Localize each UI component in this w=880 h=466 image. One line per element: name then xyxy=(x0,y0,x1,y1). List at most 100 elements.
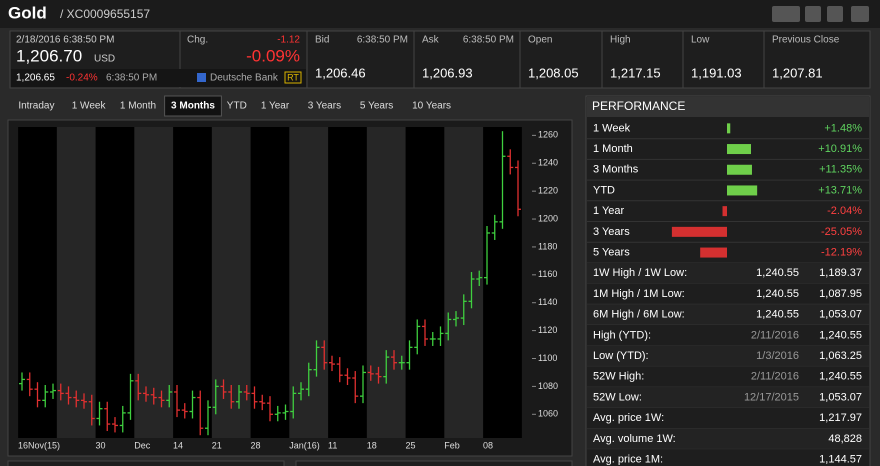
performance-header xyxy=(587,97,869,117)
tab[interactable]: 1 Year xyxy=(261,101,290,112)
y-tick-label: 1200 xyxy=(538,213,558,223)
week-band xyxy=(134,127,174,438)
stats-value: 1,240.55 xyxy=(819,371,862,383)
stats-row xyxy=(587,262,869,284)
performance-value: +11.35% xyxy=(819,164,862,176)
y-tick-label: 1080 xyxy=(538,381,558,391)
tab-active[interactable] xyxy=(164,95,222,117)
stats-label: High (YTD): xyxy=(593,329,651,341)
quote-time: 2/18/2016 6:38:50 PM xyxy=(16,35,114,46)
x-tick-label: 25 xyxy=(406,440,416,450)
alert-button[interactable] xyxy=(805,6,821,22)
stats-value: 1,087.95 xyxy=(819,288,862,300)
y-tick-label: 1060 xyxy=(538,409,558,419)
x-tick-label: 14 xyxy=(173,440,183,450)
performance-value: +1.48% xyxy=(824,122,862,134)
rt-badge-text: RT xyxy=(287,72,299,82)
performance-label: 1 Month xyxy=(593,143,633,155)
stats-label: Avg. price 1W: xyxy=(593,412,664,424)
performance-bar xyxy=(700,247,727,258)
quote-box xyxy=(519,30,603,89)
field-value: 1,191.03 xyxy=(691,65,742,80)
quote-box xyxy=(601,30,684,89)
week-band xyxy=(328,127,367,438)
y-tick-label: 1240 xyxy=(538,158,558,168)
field-label: Bid xyxy=(315,35,329,46)
stats-row xyxy=(587,387,869,408)
bottom-panel xyxy=(295,460,573,466)
field-value: 1,206.46 xyxy=(315,65,366,80)
tab[interactable]: 3 Months xyxy=(171,101,215,112)
stats-label: Avg. volume 1W: xyxy=(593,433,676,445)
stats-row xyxy=(587,304,869,325)
field-time: 6:38:50 PM xyxy=(357,35,408,46)
week-band xyxy=(56,127,96,438)
tab[interactable]: 3 Years xyxy=(308,101,341,112)
stats-row xyxy=(587,449,869,466)
field-value: 1,208.05 xyxy=(528,65,579,80)
stats-row xyxy=(587,283,869,305)
performance-value: -2.04% xyxy=(827,205,862,217)
stats-mid: 2/11/2016 xyxy=(751,371,799,383)
tab[interactable]: Intraday xyxy=(18,101,54,112)
stats-label: 52W Low: xyxy=(593,391,642,403)
performance-value: +10.91% xyxy=(818,143,862,155)
week-band xyxy=(250,127,290,438)
isin: / XC0009655157 xyxy=(60,7,150,21)
quote-sub-band xyxy=(11,69,306,87)
change-abs: -1.12 xyxy=(277,35,300,46)
rt-badge xyxy=(284,71,302,84)
tab[interactable]: 1 Week xyxy=(72,101,107,112)
y-tick-label: 1100 xyxy=(538,353,557,363)
field-label: Open xyxy=(528,35,552,46)
performance-label: 3 Months xyxy=(593,164,639,176)
field-value: 1,206.93 xyxy=(422,65,473,80)
stats-row xyxy=(587,345,869,367)
tab[interactable]: 1 Month xyxy=(120,101,156,112)
stats-mid: 2/11/2016 xyxy=(751,329,799,341)
x-tick-label: 16Nov(15) xyxy=(18,440,60,450)
tab[interactable]: YTD xyxy=(227,101,247,112)
performance-label: 5 Years xyxy=(593,246,630,258)
stats-row xyxy=(587,428,869,450)
week-band xyxy=(444,127,484,438)
sub-time: 6:38:50 PM xyxy=(106,73,157,84)
x-tick-label: Feb xyxy=(444,440,460,450)
change-pct: -0.09% xyxy=(246,46,300,65)
change-label: Chg. xyxy=(187,35,208,46)
stats-value: 1,053.07 xyxy=(819,309,862,321)
y-tick-label: 1160 xyxy=(538,269,557,279)
stats-value: 1,144.57 xyxy=(819,453,862,465)
performance-label: YTD xyxy=(593,184,615,196)
refresh-button[interactable] xyxy=(851,6,869,22)
quote-box xyxy=(413,30,521,89)
week-band xyxy=(173,127,212,438)
stats-row xyxy=(587,407,869,429)
performance-label: 1 Week xyxy=(593,122,631,134)
title: Gold xyxy=(8,3,47,22)
performance-bar xyxy=(727,164,752,175)
stats-mid: 1,240.55 xyxy=(756,267,799,279)
performance-value: +13.71% xyxy=(818,184,862,196)
stats-label: 1W High / 1W Low: xyxy=(593,267,687,279)
x-tick-label: Dec xyxy=(134,440,151,450)
tab[interactable]: 10 Years xyxy=(412,101,451,112)
stats-row xyxy=(587,366,869,388)
field-label: Previous Close xyxy=(772,35,840,46)
stats-label: 1M High / 1M Low: xyxy=(593,288,685,300)
print-button[interactable] xyxy=(827,6,843,22)
stats-value: 1,189.37 xyxy=(819,267,862,279)
stats-label: 52W High: xyxy=(593,371,644,383)
y-tick-label: 1180 xyxy=(538,241,557,251)
x-tick-label: Jan(16) xyxy=(289,440,320,450)
stats-mid: 1,240.55 xyxy=(756,288,799,300)
performance-label: 1 Year xyxy=(593,205,625,217)
field-label: Low xyxy=(691,35,710,46)
user-button[interactable] xyxy=(772,6,800,22)
stats-value: 1,217.97 xyxy=(819,412,862,424)
quote-box xyxy=(306,30,415,89)
stats-value: 1,053.07 xyxy=(819,391,862,403)
tab[interactable]: 5 Years xyxy=(360,101,393,112)
stats-label: Avg. price 1M: xyxy=(593,453,663,465)
field-label: High xyxy=(610,35,631,46)
